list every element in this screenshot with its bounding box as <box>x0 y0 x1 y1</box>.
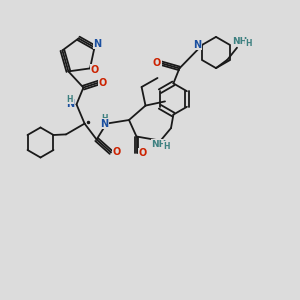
Text: O: O <box>139 148 147 158</box>
Text: N: N <box>100 118 108 129</box>
Text: N: N <box>93 39 102 49</box>
Text: NH: NH <box>151 140 166 149</box>
Text: N: N <box>66 99 74 110</box>
Text: H: H <box>245 39 252 48</box>
Text: O: O <box>90 64 99 75</box>
Text: H: H <box>163 142 170 151</box>
Text: NH: NH <box>232 37 247 46</box>
Text: O: O <box>112 147 121 158</box>
Text: O: O <box>98 77 107 88</box>
Text: H: H <box>67 94 73 103</box>
Text: N: N <box>193 40 201 50</box>
Text: H: H <box>101 114 107 123</box>
Text: O: O <box>153 58 161 68</box>
